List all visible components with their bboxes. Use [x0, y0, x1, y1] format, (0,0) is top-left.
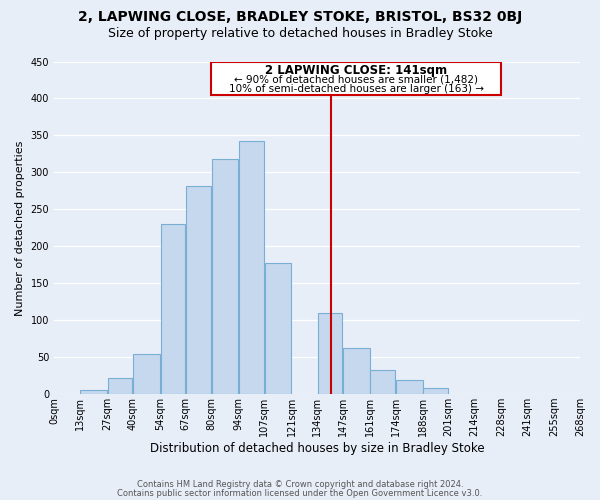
Text: Contains HM Land Registry data © Crown copyright and database right 2024.: Contains HM Land Registry data © Crown c…	[137, 480, 463, 489]
Text: 10% of semi-detached houses are larger (163) →: 10% of semi-detached houses are larger (…	[229, 84, 484, 94]
Bar	[133, 354, 160, 394]
Bar	[239, 142, 263, 394]
Bar	[396, 380, 422, 394]
X-axis label: Distribution of detached houses by size in Bradley Stoke: Distribution of detached houses by size …	[150, 442, 484, 455]
Text: 2 LAPWING CLOSE: 141sqm: 2 LAPWING CLOSE: 141sqm	[265, 64, 448, 78]
Bar	[317, 313, 342, 394]
Text: ← 90% of detached houses are smaller (1,482): ← 90% of detached houses are smaller (1,…	[234, 75, 478, 85]
Bar	[370, 370, 395, 394]
Bar	[424, 388, 448, 394]
Bar	[265, 262, 291, 394]
Bar	[107, 378, 132, 394]
FancyBboxPatch shape	[211, 62, 502, 95]
Bar	[186, 186, 211, 394]
Text: 2, LAPWING CLOSE, BRADLEY STOKE, BRISTOL, BS32 0BJ: 2, LAPWING CLOSE, BRADLEY STOKE, BRISTOL…	[78, 10, 522, 24]
Y-axis label: Number of detached properties: Number of detached properties	[15, 140, 25, 316]
Bar	[212, 159, 238, 394]
Bar	[343, 348, 370, 394]
Bar	[161, 224, 185, 394]
Text: Contains public sector information licensed under the Open Government Licence v3: Contains public sector information licen…	[118, 488, 482, 498]
Text: Size of property relative to detached houses in Bradley Stoke: Size of property relative to detached ho…	[107, 28, 493, 40]
Bar	[80, 390, 107, 394]
